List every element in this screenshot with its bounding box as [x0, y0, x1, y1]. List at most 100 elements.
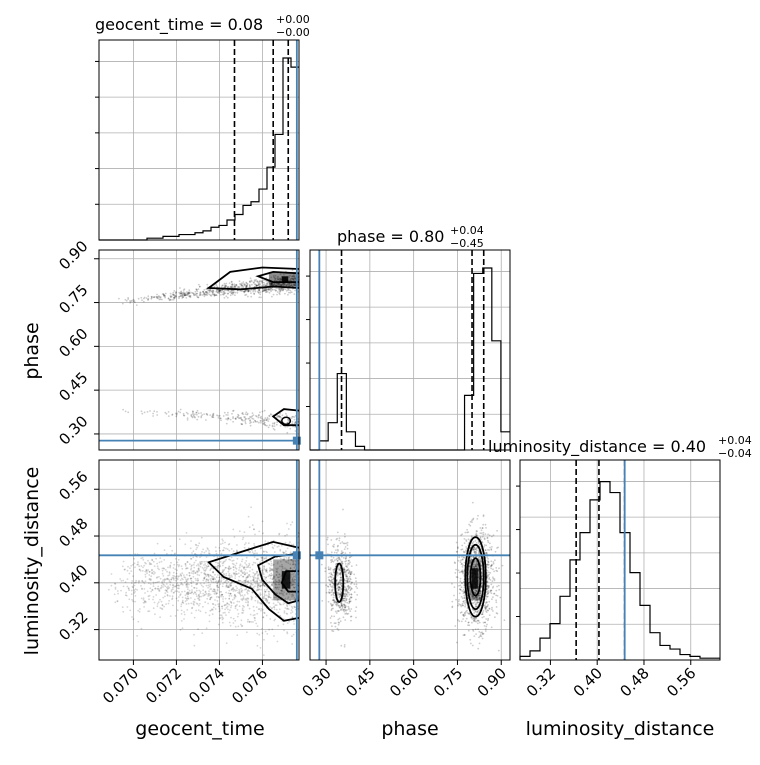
sample-point [228, 584, 231, 587]
sample-point [237, 625, 240, 628]
sample-point [216, 600, 219, 602]
sample-point [230, 567, 232, 570]
sample-point [337, 589, 340, 592]
sample-point [163, 605, 166, 608]
sample-point [214, 546, 217, 549]
sample-point [488, 607, 491, 610]
sample-point [236, 291, 239, 294]
sample-point [327, 568, 330, 570]
sample-point [263, 551, 265, 553]
sample-point [333, 559, 336, 562]
sample-point [345, 588, 347, 591]
sample-point [205, 578, 208, 581]
sample-point [208, 550, 211, 552]
sample-point [261, 280, 263, 282]
sample-point [180, 605, 183, 608]
sample-point [266, 424, 268, 427]
sample-point [246, 591, 248, 594]
sample-point [197, 296, 200, 299]
sample-point [230, 595, 233, 597]
sample-point [343, 542, 346, 545]
sample-point [216, 582, 219, 584]
sample-point [256, 280, 259, 283]
sample-point [228, 549, 231, 552]
sample-point [332, 545, 334, 547]
sample-point [277, 567, 279, 570]
sample-point [181, 572, 184, 575]
sample-point [345, 556, 347, 559]
sample-point [187, 292, 189, 295]
sample-point [268, 424, 271, 427]
sample-point [343, 608, 346, 611]
sample-point [291, 558, 294, 561]
sample-point [221, 569, 224, 571]
sample-point [272, 575, 275, 577]
sample-point [252, 578, 255, 581]
sample-point [241, 284, 243, 287]
sample-point [489, 572, 492, 574]
sample-point [163, 584, 165, 586]
sample-point [269, 413, 272, 415]
sample-point [241, 607, 244, 610]
sample-point [330, 615, 333, 618]
sample-point [238, 417, 241, 419]
sample-point [271, 578, 274, 581]
sample-point [293, 623, 295, 625]
sample-point [165, 578, 167, 581]
sample-point [207, 578, 210, 581]
sample-point [228, 282, 231, 284]
sample-point [350, 593, 353, 596]
sample-point [269, 287, 272, 290]
sample-point [229, 567, 231, 570]
sample-point [294, 575, 297, 578]
sample-point [245, 578, 248, 580]
sample-point [286, 631, 288, 634]
sample-point [232, 566, 235, 569]
sample-point [263, 279, 265, 282]
sample-point [183, 414, 186, 417]
sample-point [271, 569, 273, 571]
sample-point [223, 546, 226, 549]
sample-point [340, 578, 342, 581]
sample-point [206, 283, 209, 286]
sample-point [160, 587, 162, 590]
sample-point [262, 289, 265, 292]
sample-point [147, 610, 150, 613]
sample-point [281, 287, 284, 290]
sample-point [457, 603, 460, 605]
sample-point [143, 296, 146, 299]
sample-point [269, 606, 271, 608]
sample-point [273, 577, 275, 579]
sample-point [338, 572, 341, 575]
sample-point [218, 607, 221, 609]
sample-point [342, 608, 344, 611]
sample-point [336, 574, 339, 577]
sample-point [245, 289, 248, 292]
sample-point [214, 589, 216, 591]
sample-point [241, 412, 244, 415]
sample-point [202, 291, 205, 293]
sample-point [171, 595, 174, 598]
sample-point [219, 560, 222, 563]
sample-point [149, 410, 151, 412]
sample-point [324, 570, 327, 573]
sample-point [243, 543, 246, 546]
sample-point [240, 598, 243, 600]
sample-point [197, 579, 200, 582]
sample-point [486, 576, 489, 579]
sample-point [248, 564, 251, 566]
sample-point [205, 568, 207, 571]
sample-point [270, 282, 273, 284]
sample-point [211, 416, 214, 419]
sample-point [348, 600, 351, 603]
sample-point [293, 284, 296, 287]
sample-point [346, 601, 349, 604]
sample-point [204, 591, 207, 594]
sample-point [198, 599, 201, 601]
sample-point [231, 576, 233, 578]
sample-point [228, 543, 231, 545]
sample-point [204, 590, 207, 593]
sample-point [339, 606, 341, 609]
sample-point [246, 592, 249, 595]
sample-point [168, 599, 171, 602]
